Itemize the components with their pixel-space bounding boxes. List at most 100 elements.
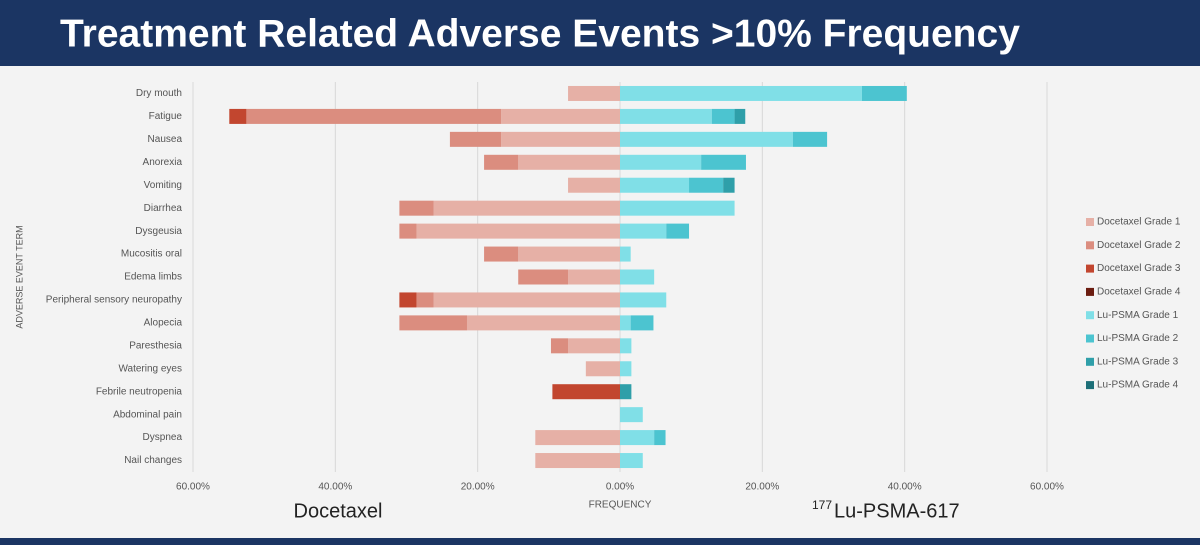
legend-swatch xyxy=(1086,218,1094,226)
bar xyxy=(550,338,569,354)
legend-swatch xyxy=(1086,241,1094,250)
x-axis-label: FREQUENCY xyxy=(589,500,652,511)
y-tick-label: Nail changes xyxy=(124,455,182,466)
y-tick-label: Abdominal pain xyxy=(113,409,182,420)
bottom-band xyxy=(0,538,1200,545)
bar xyxy=(620,384,632,400)
bar xyxy=(620,108,712,124)
bar xyxy=(568,269,620,285)
bar xyxy=(399,200,434,216)
bar xyxy=(620,154,702,170)
bar xyxy=(620,361,632,377)
bar xyxy=(552,384,620,400)
y-tick-label: Paresthesia xyxy=(129,340,182,351)
title-band xyxy=(0,0,1200,66)
bar xyxy=(620,223,667,239)
y-tick-label: Dysgeusia xyxy=(135,226,182,237)
bar xyxy=(620,269,655,285)
bar xyxy=(501,108,620,124)
y-tick-label: Watering eyes xyxy=(118,363,182,374)
bar xyxy=(620,131,793,147)
legend-swatch xyxy=(1086,381,1094,390)
bar xyxy=(416,292,434,308)
left-label: Docetaxel xyxy=(294,500,383,522)
bar xyxy=(568,85,620,101)
bar xyxy=(518,154,620,170)
bar xyxy=(620,453,643,469)
legend-label: Docetaxel Grade 3 xyxy=(1097,263,1181,274)
legend-label: Docetaxel Grade 2 xyxy=(1097,240,1181,251)
bar xyxy=(568,177,620,193)
bar xyxy=(518,269,569,285)
y-tick-label: Mucositis oral xyxy=(121,249,182,260)
x-tick-label: 60.00% xyxy=(1030,482,1064,493)
legend-swatch xyxy=(1086,264,1094,273)
right-label: Lu-PSMA-617 xyxy=(834,500,960,522)
legend-swatch xyxy=(1086,357,1094,366)
bar xyxy=(620,246,631,262)
bar xyxy=(734,108,746,124)
bar xyxy=(535,430,620,446)
legend-label: Docetaxel Grade 4 xyxy=(1097,287,1181,298)
y-tick-label: Nausea xyxy=(148,134,183,145)
bar xyxy=(501,131,620,147)
y-tick-label: Anorexia xyxy=(143,157,183,168)
y-tick-label: Fatigue xyxy=(149,111,183,122)
bar xyxy=(620,85,862,101)
legend-label: Docetaxel Grade 1 xyxy=(1097,217,1181,228)
y-tick-label: Dyspnea xyxy=(143,432,183,443)
bar xyxy=(399,223,417,239)
y-axis-label: ADVERSE EVENT TERM xyxy=(14,225,24,328)
y-tick-label: Febrile neutropenia xyxy=(96,386,183,397)
y-tick-label: Peripheral sensory neuropathy xyxy=(46,295,182,306)
x-tick-label: 20.00% xyxy=(745,482,779,493)
bar xyxy=(433,292,620,308)
x-tick-label: 40.00% xyxy=(888,482,922,493)
bar xyxy=(701,154,746,170)
bar xyxy=(792,131,828,147)
legend-swatch xyxy=(1086,287,1094,296)
chart-title: Treatment Related Adverse Events >10% Fr… xyxy=(60,12,1020,55)
bar xyxy=(449,131,502,147)
y-tick-label: Diarrhea xyxy=(144,203,183,214)
bar xyxy=(416,223,620,239)
bar xyxy=(568,338,620,354)
bar xyxy=(518,246,620,262)
bar xyxy=(399,292,417,308)
x-tick-label: 60.00% xyxy=(176,482,210,493)
legend-label: Lu-PSMA Grade 2 xyxy=(1097,333,1179,344)
y-tick-label: Edema limbs xyxy=(124,272,182,283)
bar xyxy=(630,315,654,331)
y-tick-label: Vomiting xyxy=(144,180,182,191)
bar xyxy=(861,85,907,101)
bar xyxy=(484,154,519,170)
legend-label: Lu-PSMA Grade 1 xyxy=(1097,310,1179,321)
y-tick-label: Dry mouth xyxy=(136,88,182,99)
x-tick-label: 40.00% xyxy=(318,482,352,493)
bar xyxy=(433,200,620,216)
bar xyxy=(246,108,502,124)
bar xyxy=(711,108,735,124)
bar xyxy=(484,246,519,262)
bar xyxy=(689,177,724,193)
bar xyxy=(654,430,666,446)
bar xyxy=(620,292,667,308)
legend-label: Lu-PSMA Grade 4 xyxy=(1097,380,1179,391)
bar xyxy=(620,200,735,216)
y-tick-label: Alopecia xyxy=(144,318,183,329)
bar xyxy=(620,407,643,423)
right-label-superscript: 177 xyxy=(812,498,832,512)
x-tick-label: 0.00% xyxy=(606,482,634,493)
bar xyxy=(585,361,620,377)
legend-label: Lu-PSMA Grade 3 xyxy=(1097,356,1179,367)
bar xyxy=(666,223,690,239)
legend-swatch xyxy=(1086,311,1094,320)
bar xyxy=(723,177,735,193)
bar xyxy=(620,177,690,193)
legend-swatch xyxy=(1086,334,1094,343)
x-tick-label: 20.00% xyxy=(461,482,495,493)
bar xyxy=(620,338,632,354)
bar xyxy=(620,430,655,446)
